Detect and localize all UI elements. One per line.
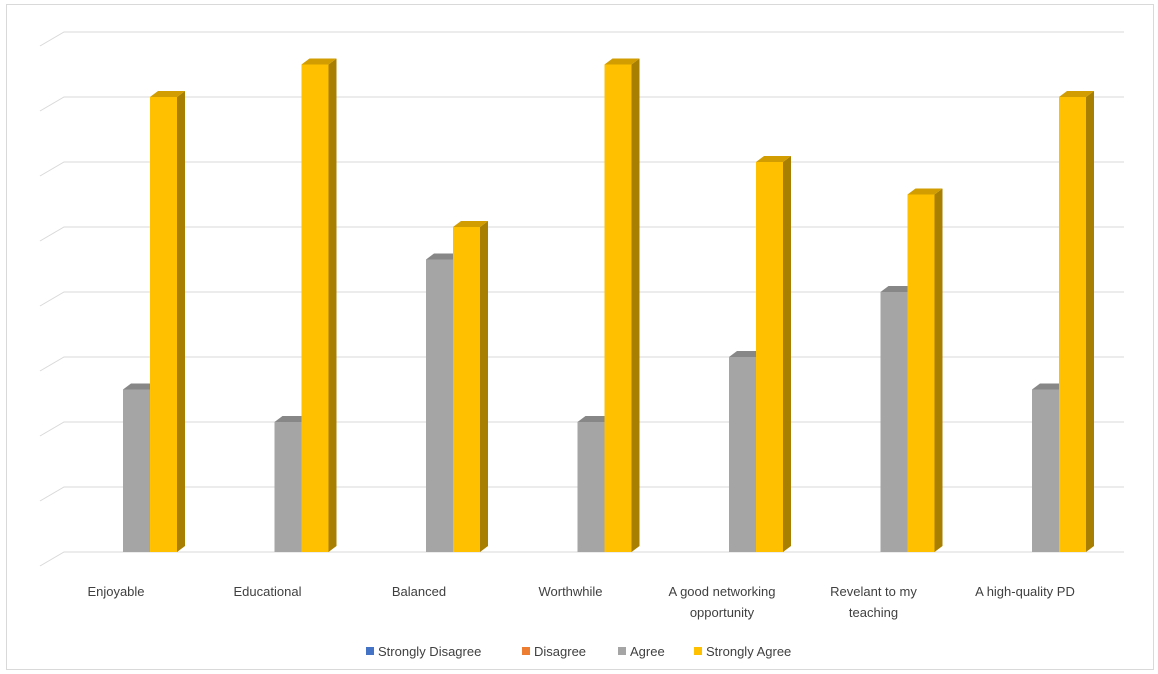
category-label: Enjoyable bbox=[87, 584, 144, 599]
category-label: Educational bbox=[234, 584, 302, 599]
legend-label: Disagree bbox=[534, 644, 586, 659]
gridline bbox=[39, 551, 1124, 567]
gridline bbox=[39, 161, 1124, 177]
legend-swatch bbox=[694, 647, 702, 655]
legend-label: Strongly Agree bbox=[706, 644, 791, 659]
gridline bbox=[39, 356, 1124, 372]
legend-label: Agree bbox=[630, 644, 665, 659]
bar-strongly-agree bbox=[907, 188, 943, 552]
legend-swatch bbox=[522, 647, 530, 655]
category-label: A high-quality PD bbox=[975, 584, 1075, 599]
gridline bbox=[39, 226, 1124, 242]
category-labels: Enjoyable Educational Balanced Worthwhile A … bbox=[87, 584, 1074, 620]
legend-item: Disagree bbox=[522, 644, 586, 659]
bar-strongly-agree bbox=[604, 58, 640, 552]
legend-item: Agree bbox=[618, 644, 665, 659]
bar-strongly-agree bbox=[453, 221, 488, 552]
category-label: opportunity bbox=[690, 605, 755, 620]
legend: Strongly Disagree Disagree Agree Strongly A… bbox=[366, 644, 791, 659]
bar-strongly-agree bbox=[301, 58, 337, 552]
category-label: A good networking bbox=[669, 584, 776, 599]
category-label: Worthwhile bbox=[538, 584, 602, 599]
legend-swatch bbox=[366, 647, 374, 655]
category-label: teaching bbox=[849, 605, 898, 620]
bar-strongly-agree bbox=[1059, 91, 1094, 552]
bar-strongly-agree bbox=[756, 156, 791, 552]
category-label: Balanced bbox=[392, 584, 446, 599]
legend-item: Strongly Agree bbox=[694, 644, 791, 659]
legend-swatch bbox=[618, 647, 626, 655]
category-label: Revelant to my bbox=[830, 584, 917, 599]
gridline bbox=[39, 291, 1124, 307]
gridline bbox=[39, 96, 1124, 112]
bars bbox=[123, 58, 1094, 552]
chart-frame bbox=[6, 4, 1154, 670]
bar-strongly-agree bbox=[150, 91, 185, 552]
gridline bbox=[39, 31, 1124, 47]
legend-item: Strongly Disagree bbox=[366, 644, 481, 659]
legend-label: Strongly Disagree bbox=[378, 644, 481, 659]
